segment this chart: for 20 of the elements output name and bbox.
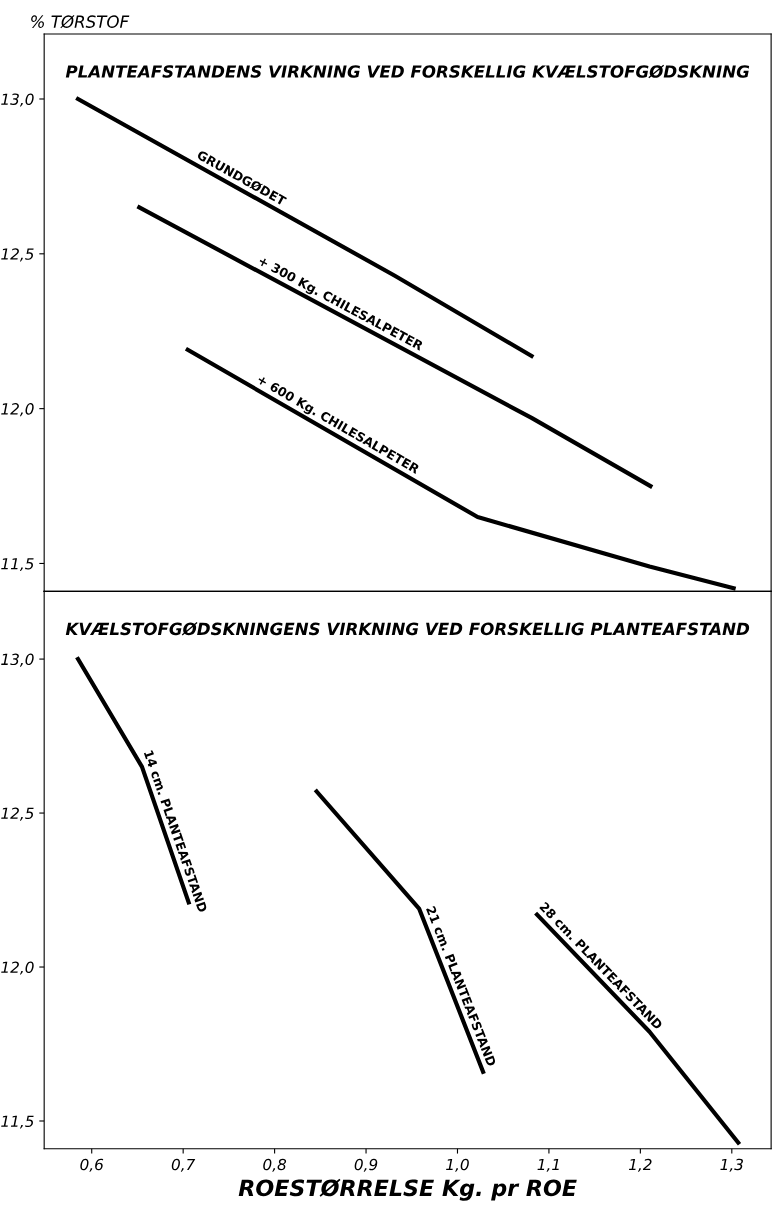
y-tick-label: 12,5 <box>1 807 34 821</box>
y-tick-label: 13,0 <box>1 653 34 667</box>
x-tick-label: 0,8 <box>263 1158 287 1172</box>
y-tick-label: 12,0 <box>1 403 34 417</box>
x-tick-label: 0,7 <box>171 1158 196 1172</box>
x-axis-title: ROESTØRRELSE Kg. pr ROE <box>238 1178 577 1201</box>
x-tick-label: 0,9 <box>354 1158 378 1172</box>
y-tick-label: 12,5 <box>1 248 34 262</box>
y-tick-label: 13,0 <box>1 93 34 107</box>
x-tick-label: 1,3 <box>720 1158 743 1172</box>
x-tick-label: 1,2 <box>628 1158 652 1172</box>
text: PLANTEAFSTANDENS VIRKNING VED FORSKELLIG KVÆLSTOFGØDSKNING <box>65 64 750 79</box>
y-tick-label: 11,5 <box>1 1115 34 1129</box>
x-tick-label: 1,1 <box>537 1158 559 1172</box>
x-tick-label: 0,6 <box>80 1158 104 1172</box>
text: KVÆLSTOFGØDSKNINGENS VIRKNING VED FORSKELLIG PLANTEAFSTAND <box>65 622 750 636</box>
y-tick-label: 12,0 <box>1 961 34 975</box>
y-axis-title: % TØRSTOF <box>31 15 130 29</box>
x-tick-label: 1,0 <box>446 1158 469 1172</box>
y-tick-label: 11,5 <box>1 558 34 572</box>
